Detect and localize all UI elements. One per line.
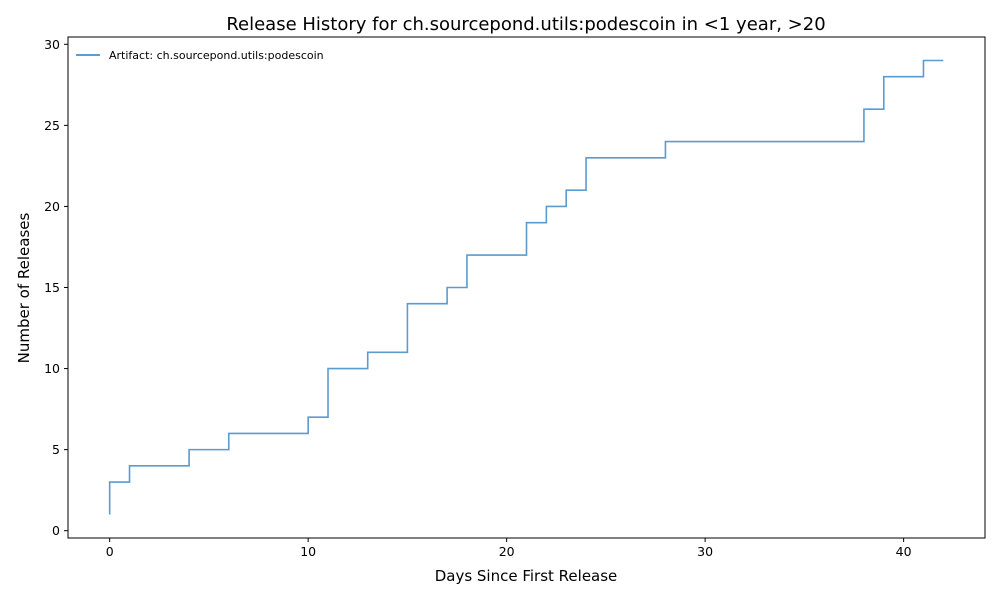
y-tick-label: 15 bbox=[44, 280, 60, 295]
x-tick-label: 20 bbox=[499, 544, 515, 559]
y-tick-label: 0 bbox=[52, 523, 60, 538]
y-axis-label: Number of Releases bbox=[15, 212, 33, 363]
chart-title: Release History for ch.sourcepond.utils:… bbox=[226, 14, 825, 35]
x-tick-label: 40 bbox=[896, 544, 912, 559]
y-axis-ticks: 0 5 10 15 20 25 30 bbox=[44, 37, 68, 538]
series-layer bbox=[108, 59, 944, 515]
plot-area: 0 10 20 30 40 0 5 10 15 20 25 30 bbox=[44, 36, 986, 559]
legend-entry: Artifact: ch.sourcepond.utils:podescoin bbox=[109, 49, 324, 62]
x-tick-label: 0 bbox=[106, 544, 114, 559]
plot-frame bbox=[67, 36, 986, 539]
y-tick-label: 30 bbox=[44, 37, 60, 52]
x-axis-label: Days Since First Release bbox=[435, 567, 618, 585]
y-tick-label: 10 bbox=[44, 361, 60, 376]
y-tick-label: 20 bbox=[44, 199, 60, 214]
x-tick-label: 30 bbox=[697, 544, 713, 559]
y-tick-label: 25 bbox=[44, 118, 60, 133]
series-line-0 bbox=[108, 59, 944, 515]
x-axis-ticks: 0 10 20 30 40 bbox=[106, 538, 912, 559]
y-tick-label: 5 bbox=[52, 442, 60, 457]
x-tick-label: 10 bbox=[300, 544, 316, 559]
legend: Artifact: ch.sourcepond.utils:podescoin bbox=[76, 49, 324, 62]
